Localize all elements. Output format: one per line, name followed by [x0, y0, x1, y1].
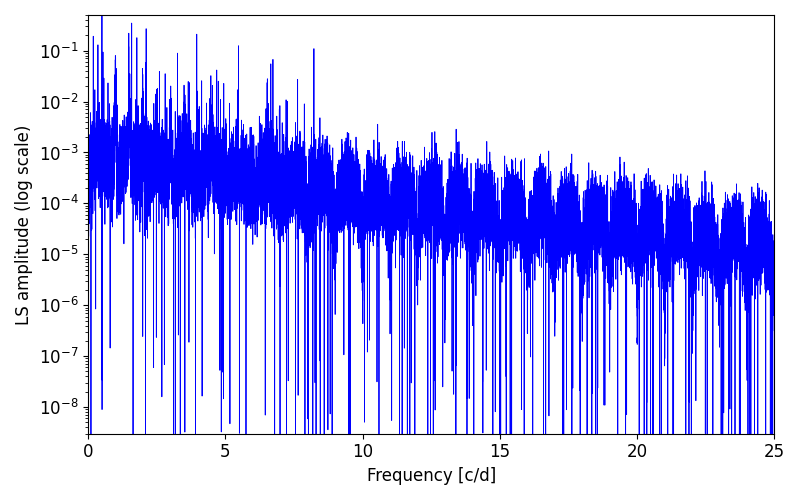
X-axis label: Frequency [c/d]: Frequency [c/d]	[366, 467, 496, 485]
Y-axis label: LS amplitude (log scale): LS amplitude (log scale)	[15, 124, 33, 324]
